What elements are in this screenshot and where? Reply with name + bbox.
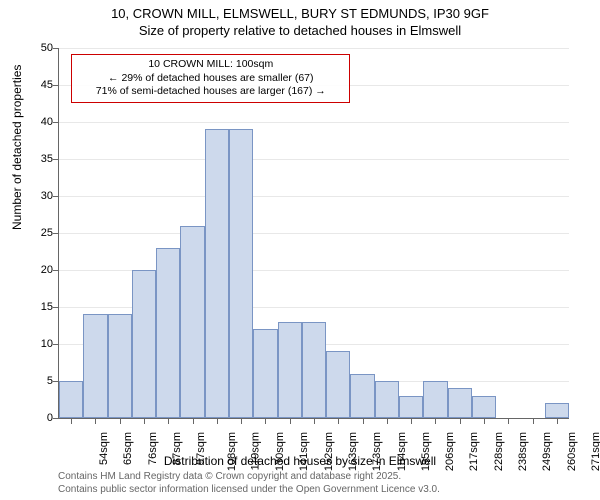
y-tick-label: 50 [23,42,53,54]
y-tick [53,307,58,308]
title-line-2: Size of property relative to detached ho… [0,23,600,40]
y-tick [53,233,58,234]
x-tick [71,419,72,424]
histogram-bar [302,322,326,418]
chart-area: 0510152025303540455054sqm65sqm76sqm87sqm… [58,48,568,418]
y-tick [53,344,58,345]
x-tick [95,419,96,424]
x-tick [557,419,558,424]
histogram-bar [278,322,302,418]
x-tick [144,419,145,424]
x-tick [338,419,339,424]
histogram-bar [205,129,229,418]
x-tick [363,419,364,424]
x-tick [265,419,266,424]
x-tick [168,419,169,424]
x-tick [411,419,412,424]
y-tick-label: 0 [23,412,53,424]
histogram-bar [83,314,107,418]
gridline [59,122,569,123]
annotation-line-2: ← 29% of detached houses are smaller (67… [78,72,343,86]
x-tick [241,419,242,424]
y-tick-label: 30 [23,190,53,202]
y-tick [53,159,58,160]
gridline [59,159,569,160]
x-tick [193,419,194,424]
title-line-1: 10, CROWN MILL, ELMSWELL, BURY ST EDMUND… [0,6,600,23]
histogram-bar [399,396,423,418]
y-tick-label: 35 [23,153,53,165]
histogram-bar [156,248,180,418]
histogram-bar [326,351,350,418]
x-tick [314,419,315,424]
y-tick-label: 10 [23,338,53,350]
y-tick-label: 45 [23,79,53,91]
y-axis-title: Number of detached properties [10,65,24,230]
y-tick [53,85,58,86]
annotation-line-3: 71% of semi-detached houses are larger (… [78,85,343,99]
x-tick [217,419,218,424]
histogram-bar [472,396,496,418]
annotation-box: 10 CROWN MILL: 100sqm← 29% of detached h… [71,54,350,103]
histogram-bar [253,329,277,418]
y-tick [53,381,58,382]
y-tick-label: 15 [23,301,53,313]
x-tick [387,419,388,424]
x-tick [435,419,436,424]
histogram-bar [350,374,374,418]
y-tick-label: 25 [23,227,53,239]
histogram-bar [545,403,569,418]
x-axis-title: Distribution of detached houses by size … [0,454,600,468]
x-tick [120,419,121,424]
histogram-bar [448,388,472,418]
x-tick [508,419,509,424]
y-tick [53,196,58,197]
histogram-bar [59,381,83,418]
annotation-line-1: 10 CROWN MILL: 100sqm [78,58,343,72]
histogram-bar [132,270,156,418]
x-tick [290,419,291,424]
x-tick [460,419,461,424]
footer-attribution: Contains HM Land Registry data © Crown c… [58,471,440,496]
gridline [59,196,569,197]
histogram-bar [180,226,204,418]
x-tick [484,419,485,424]
y-tick [53,418,58,419]
y-tick [53,122,58,123]
y-tick [53,48,58,49]
gridline [59,233,569,234]
histogram-bar [108,314,132,418]
y-tick [53,270,58,271]
histogram-bar [375,381,399,418]
x-tick [533,419,534,424]
y-tick-label: 20 [23,264,53,276]
plot-area: 0510152025303540455054sqm65sqm76sqm87sqm… [58,48,569,419]
chart-title: 10, CROWN MILL, ELMSWELL, BURY ST EDMUND… [0,0,600,40]
footer-line-2: Contains public sector information licen… [58,484,440,497]
y-tick-label: 40 [23,116,53,128]
histogram-bar [229,129,253,418]
y-tick-label: 5 [23,375,53,387]
histogram-bar [423,381,447,418]
footer-line-1: Contains HM Land Registry data © Crown c… [58,471,440,484]
gridline [59,48,569,49]
chart-container: 10, CROWN MILL, ELMSWELL, BURY ST EDMUND… [0,0,600,500]
